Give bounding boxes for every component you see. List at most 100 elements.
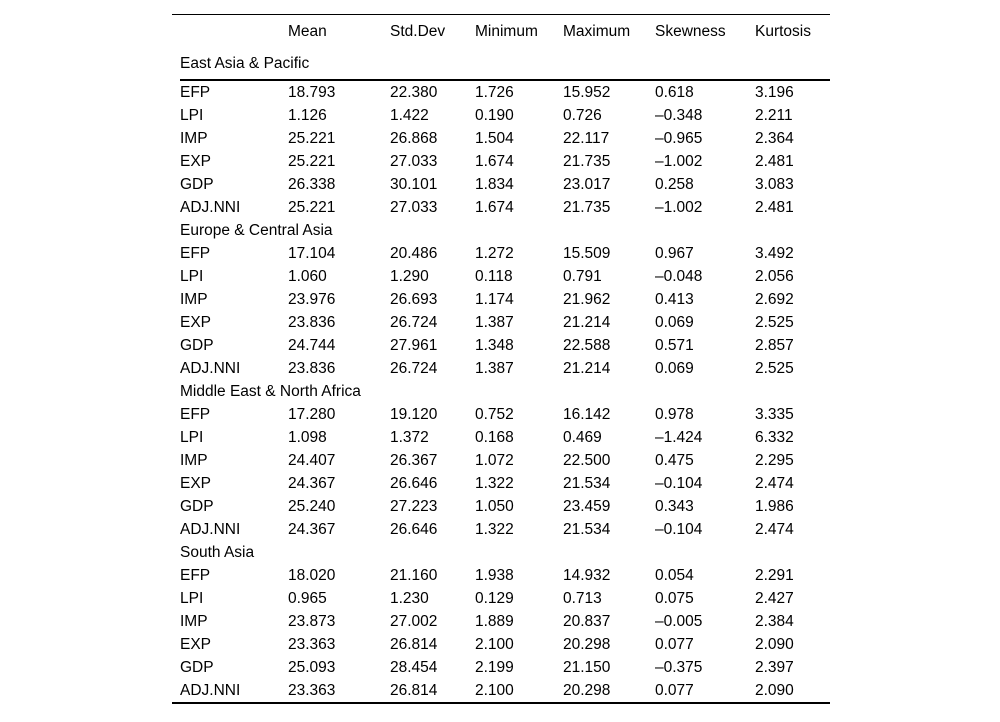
table-cell: 21.160: [390, 566, 438, 584]
table-cell: 1.504: [475, 129, 514, 147]
row-label: ADJ.NNI: [180, 198, 241, 216]
table-cell: 0.069: [655, 359, 694, 377]
column-header-skewness: Skewness: [655, 23, 726, 40]
table-cell: 0.469: [563, 428, 602, 446]
table-cell: 22.380: [390, 83, 438, 101]
table-cell: 23.836: [288, 313, 336, 331]
table-cell: 2.525: [755, 359, 794, 377]
row-label: LPI: [180, 106, 204, 124]
table-cell: 23.976: [288, 290, 336, 308]
table-cell: 17.280: [288, 405, 336, 423]
table-cell: 22.117: [563, 129, 610, 147]
table-cell: 0.413: [655, 290, 694, 308]
table-cell: 23.363: [288, 635, 336, 653]
table-cell: 1.938: [475, 566, 514, 584]
table-row: EFP 17.104 20.486 1.272 15.509 0.967 3.492: [180, 242, 830, 265]
table-row: EXP 24.367 26.646 1.322 21.534 –0.104 2.474: [180, 472, 830, 495]
table-cell: 26.724: [390, 313, 438, 331]
table-cell: 20.298: [563, 635, 611, 653]
table-cell: 0.752: [475, 405, 514, 423]
table-header-row: Mean Std.Dev Minimum Maximum Skewness Ku…: [180, 15, 830, 49]
table-row: EFP 17.280 19.120 0.752 16.142 0.978 3.335: [180, 403, 830, 426]
table-row: IMP 23.873 27.002 1.889 20.837 –0.005 2.384: [180, 610, 830, 633]
table-cell: 1.174: [475, 290, 514, 308]
table-cell: 0.069: [655, 313, 694, 331]
row-label: EXP: [180, 313, 212, 331]
table-cell: 23.873: [288, 612, 336, 630]
table-cell: 0.475: [655, 451, 694, 469]
table-cell: 1.726: [475, 83, 514, 101]
column-header-kurtosis: Kurtosis: [755, 23, 811, 40]
table-cell: 0.965: [288, 589, 327, 607]
table-cell: 25.093: [288, 658, 336, 676]
table-cell: 1.986: [755, 497, 794, 515]
row-label: ADJ.NNI: [180, 520, 241, 538]
table-cell: 21.735: [563, 152, 611, 170]
table-cell: 19.120: [390, 405, 438, 423]
section-label-row: East Asia & Pacific: [180, 49, 830, 81]
table-cell: 28.454: [390, 658, 438, 676]
table-cell: 1.098: [288, 428, 327, 446]
table-cell: 1.348: [475, 336, 514, 354]
row-label: LPI: [180, 428, 204, 446]
row-label: GDP: [180, 175, 214, 193]
table-cell: 1.674: [475, 152, 514, 170]
column-header-minimum: Minimum: [475, 23, 538, 40]
table-cell: 2.291: [755, 566, 794, 584]
table-row: GDP 26.338 30.101 1.834 23.017 0.258 3.083: [180, 173, 830, 196]
table-cell: 23.363: [288, 681, 336, 699]
table-cell: 1.889: [475, 612, 514, 630]
table-cell: 24.367: [288, 520, 336, 538]
table-cell: 14.932: [563, 566, 611, 584]
row-label: EXP: [180, 152, 212, 170]
table-cell: 2.481: [755, 198, 794, 216]
table-cell: 18.793: [288, 83, 336, 101]
row-label: GDP: [180, 658, 214, 676]
table-cell: 25.240: [288, 497, 336, 515]
row-label: GDP: [180, 336, 214, 354]
table-cell: 23.459: [563, 497, 611, 515]
table-row: ADJ.NNI 23.363 26.814 2.100 20.298 0.077 2.090: [180, 679, 830, 702]
table-cell: 26.724: [390, 359, 438, 377]
table-cell: 2.474: [755, 474, 794, 492]
table-cell: 6.332: [755, 428, 794, 446]
table-cell: 0.618: [655, 83, 694, 101]
table-cell: 2.211: [755, 106, 793, 124]
table-row: GDP 25.093 28.454 2.199 21.150 –0.375 2.397: [180, 656, 830, 679]
table-row: EFP 18.020 21.160 1.938 14.932 0.054 2.291: [180, 564, 830, 587]
table-cell: 0.967: [655, 244, 694, 262]
table-cell: 3.335: [755, 405, 794, 423]
section-label-row: South Asia: [180, 541, 830, 564]
table-cell: 27.002: [390, 612, 438, 630]
table-cell: 1.834: [475, 175, 514, 193]
table-cell: 1.072: [475, 451, 514, 469]
table-cell: 26.338: [288, 175, 336, 193]
table-cell: 0.791: [563, 267, 602, 285]
row-label: EXP: [180, 474, 212, 492]
column-header-stddev: Std.Dev: [390, 23, 446, 40]
table-cell: 21.534: [563, 474, 611, 492]
table-cell: 1.422: [390, 106, 429, 124]
table-cell: 0.713: [563, 589, 602, 607]
section-label: East Asia & Pacific: [180, 55, 310, 72]
table-row: LPI 0.965 1.230 0.129 0.713 0.075 2.427: [180, 587, 830, 610]
table-cell: 0.075: [655, 589, 694, 607]
table-cell: 0.118: [475, 267, 513, 285]
table-cell: 2.364: [755, 129, 794, 147]
table-cell: 30.101: [390, 175, 438, 193]
table-cell: 2.100: [475, 635, 514, 653]
table-cell: –0.104: [655, 520, 703, 538]
table-cell: 26.646: [390, 474, 438, 492]
table-cell: –1.002: [655, 198, 703, 216]
row-label: GDP: [180, 497, 214, 515]
descriptive-statistics-table: Mean Std.Dev Minimum Maximum Skewness Ku…: [172, 14, 830, 704]
table-body: East Asia & Pacific EFP 18.793 22.380 1.726 1…: [180, 49, 830, 702]
row-label: LPI: [180, 267, 204, 285]
table-cell: 27.033: [390, 152, 438, 170]
table-row: EXP 23.363 26.814 2.100 20.298 0.077 2.090: [180, 633, 830, 656]
table-cell: –0.048: [655, 267, 703, 285]
row-label: IMP: [180, 451, 208, 469]
table-cell: 21.962: [563, 290, 611, 308]
table-cell: 23.017: [563, 175, 611, 193]
